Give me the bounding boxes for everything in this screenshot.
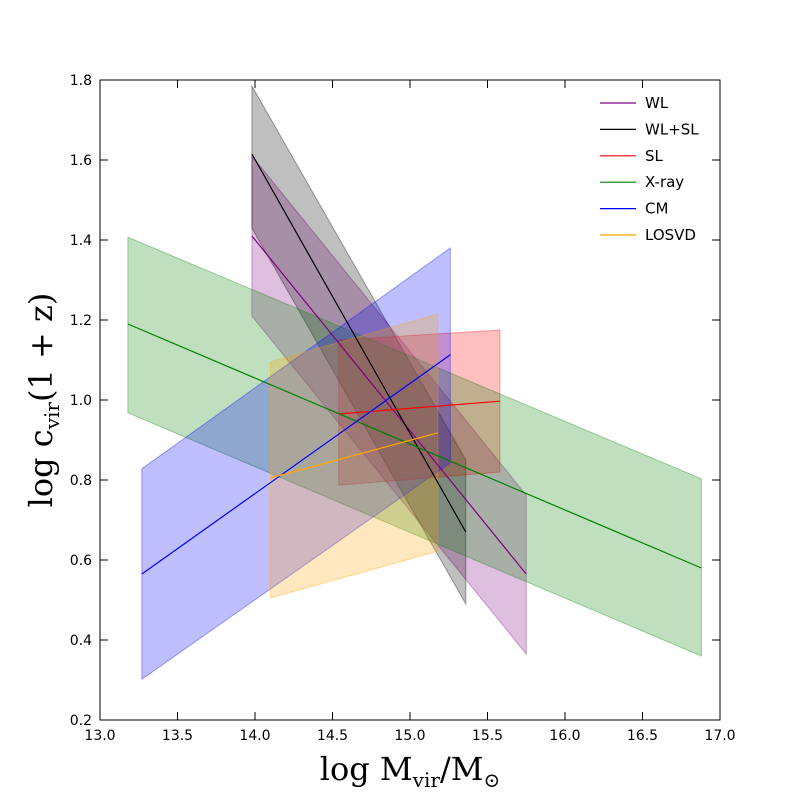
series-line-sl xyxy=(338,400,500,415)
band-wl-sl xyxy=(251,84,467,606)
x-axis-label: log Mvir/M⊙ xyxy=(320,750,501,792)
y-axis-label: log cvir(1 + z) xyxy=(22,293,64,508)
series-line-x-ray xyxy=(127,323,702,569)
series-line-wl xyxy=(251,235,527,575)
legend-label-x-ray: X-ray xyxy=(645,173,684,191)
legend-label-losvd: LOSVD xyxy=(645,226,696,244)
x-tick-label: 13.5 xyxy=(162,728,193,744)
x-tick-label: 15.5 xyxy=(472,728,503,744)
series-lines xyxy=(127,153,702,575)
x-tick-label: 15.0 xyxy=(394,728,425,744)
y-tick-label: 1.4 xyxy=(70,233,92,249)
series-line-cm xyxy=(141,354,451,575)
confidence-bands xyxy=(127,84,702,681)
legend-label-wl-sl: WL+SL xyxy=(645,120,699,138)
y-tick-label: 1.6 xyxy=(70,153,92,169)
x-tick-label: 13.0 xyxy=(84,728,115,744)
y-tick-label: 0.4 xyxy=(70,633,92,649)
legend-label-sl: SL xyxy=(645,147,664,165)
band-cm xyxy=(141,247,451,681)
axis-ticks: 13.0 13.5 14.0 14.5 15.0 15.5 16.0 16.5 17.0 0.2 0… xyxy=(70,73,736,744)
x-tick-label: 14.5 xyxy=(317,728,348,744)
legend: WL WL+SL SL X-ray CM LOSVD xyxy=(600,94,699,244)
y-tick-label: 0.8 xyxy=(70,473,92,489)
x-tick-label: 16.0 xyxy=(549,728,580,744)
legend-label-cm: CM xyxy=(645,200,668,218)
y-tick-label: 1.2 xyxy=(70,313,92,329)
series-line-wl-sl xyxy=(251,153,467,533)
series-line-losvd xyxy=(270,432,439,479)
x-tick-label: 17.0 xyxy=(704,728,735,744)
y-tick-label: 0.6 xyxy=(70,553,92,569)
legend-label-wl: WL xyxy=(645,94,669,112)
y-tick-label: 1.0 xyxy=(70,393,92,409)
y-tick-label: 1.8 xyxy=(70,73,92,89)
x-tick-label: 16.5 xyxy=(627,728,658,744)
x-tick-label: 14.0 xyxy=(239,728,270,744)
y-tick-label: 0.2 xyxy=(70,713,92,729)
